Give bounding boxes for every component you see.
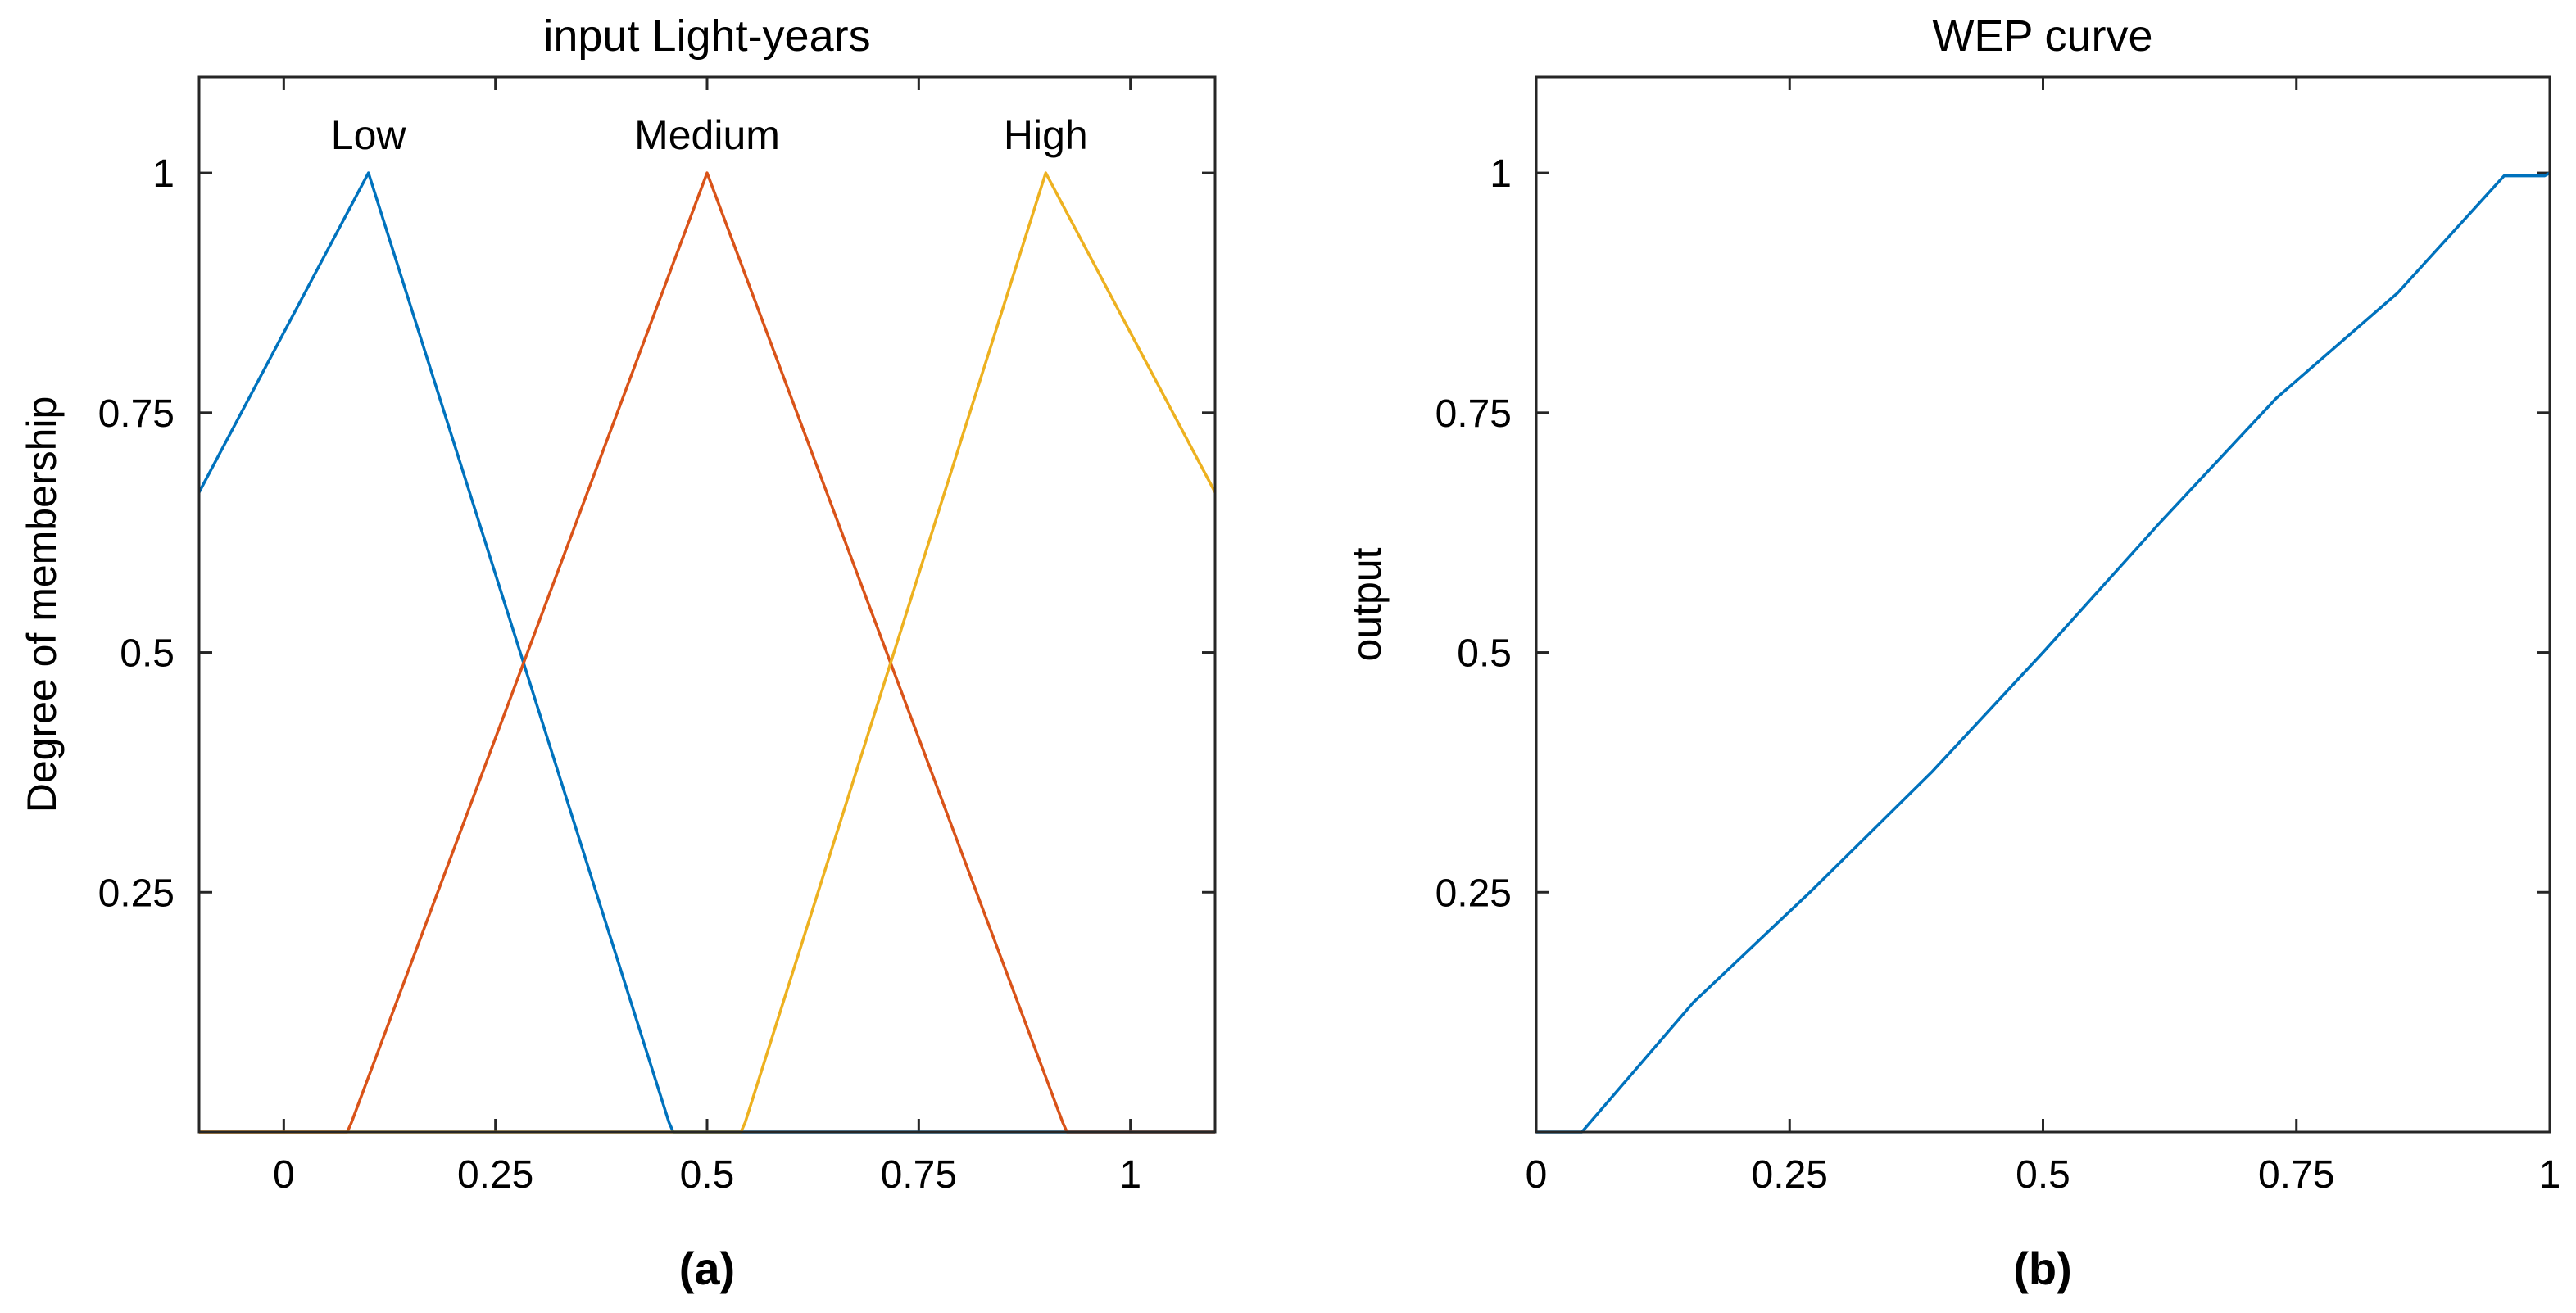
x-tick-label: 1 [2539,1153,2561,1197]
y-tick-label: 0.75 [98,392,175,436]
y-tick-label: 0.5 [120,632,175,676]
x-tick-label: 0.75 [2258,1153,2334,1197]
x-tick-label: 0.25 [457,1153,533,1197]
x-tick-label: 0.5 [2016,1153,2070,1197]
caption-a: (a) [679,1243,735,1294]
axis-ticks-a: 0 0.25 0.5 0.75 1 0.25 0.5 0.75 1 [98,77,1215,1197]
x-tick-label: 0.25 [1752,1153,1828,1197]
x-tick-label: 1 [1119,1153,1141,1197]
plot-frame-b [1535,75,2551,1134]
axis-ticks-b: 0 0.25 0.5 0.75 1 0.25 0.5 0.75 1 [1435,77,2561,1197]
series-group-b [1536,171,2551,1134]
y-tick-label: 0.5 [1457,632,1512,676]
x-tick-label: 0.5 [680,1153,735,1197]
series-group-a [197,171,1217,1134]
y-tick-label: 0.25 [1435,872,1512,915]
mf-label-high: High [1004,112,1088,158]
y-axis-label-b: output [1344,547,1390,661]
panel-a: input Light-years 0 0.25 0.5 0.75 1 0.25 0.5 0.… [19,11,1217,1294]
y-tick-label: 1 [152,152,175,196]
y-tick-label: 0.75 [1435,392,1512,436]
mf-label-low: Low [331,112,407,158]
x-tick-label: 0 [1526,1153,1548,1197]
mf-labels-a: Low Medium High [331,112,1088,158]
chart-title-b: WEP curve [1932,11,2152,61]
y-axis-label-a: Degree of membership [19,396,65,813]
x-tick-label: 0 [273,1153,295,1197]
y-tick-label: 1 [1490,152,1512,196]
series-line-medium [199,171,1215,1134]
y-tick-label: 0.25 [98,872,175,915]
panel-b: WEP curve 0 0.25 0.5 0.75 1 0.25 0.5 0.75 1 outp… [1344,11,2560,1294]
x-tick-label: 0.75 [881,1153,957,1197]
series-line-low [197,171,1215,1134]
plot-frame-a [197,75,1217,1134]
series-line-output [1536,171,2551,1134]
series-line-high [199,171,1217,1134]
chart-title-a: input Light-years [543,11,870,61]
mf-label-medium: Medium [634,112,780,158]
caption-b: (b) [2013,1243,2072,1294]
